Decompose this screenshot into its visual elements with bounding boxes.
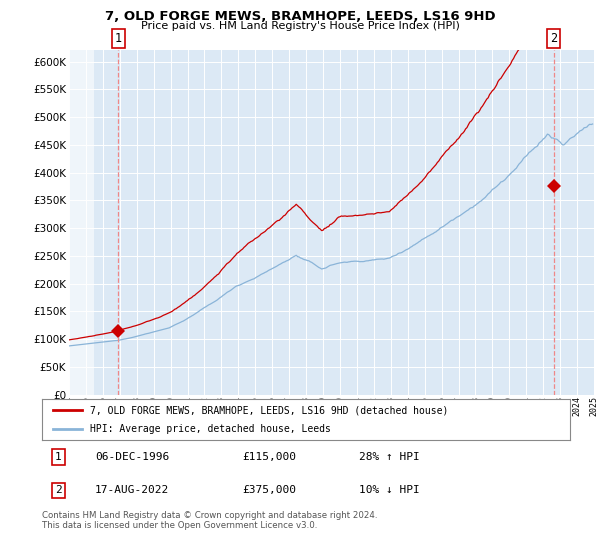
Text: 7, OLD FORGE MEWS, BRAMHOPE, LEEDS, LS16 9HD (detached house): 7, OLD FORGE MEWS, BRAMHOPE, LEEDS, LS16… — [89, 405, 448, 415]
Text: 17-AUG-2022: 17-AUG-2022 — [95, 486, 169, 496]
Text: 7, OLD FORGE MEWS, BRAMHOPE, LEEDS, LS16 9HD: 7, OLD FORGE MEWS, BRAMHOPE, LEEDS, LS16… — [104, 10, 496, 23]
Text: 1: 1 — [55, 452, 62, 462]
Text: 06-DEC-1996: 06-DEC-1996 — [95, 452, 169, 462]
Text: Contains HM Land Registry data © Crown copyright and database right 2024.
This d: Contains HM Land Registry data © Crown c… — [42, 511, 377, 530]
Text: 28% ↑ HPI: 28% ↑ HPI — [359, 452, 419, 462]
Text: 10% ↓ HPI: 10% ↓ HPI — [359, 486, 419, 496]
Text: 2: 2 — [55, 486, 62, 496]
Text: Price paid vs. HM Land Registry's House Price Index (HPI): Price paid vs. HM Land Registry's House … — [140, 21, 460, 31]
Text: 1: 1 — [115, 32, 122, 45]
Text: HPI: Average price, detached house, Leeds: HPI: Average price, detached house, Leed… — [89, 424, 331, 433]
Text: 2: 2 — [550, 32, 557, 45]
Text: £115,000: £115,000 — [242, 452, 296, 462]
Text: £375,000: £375,000 — [242, 486, 296, 496]
